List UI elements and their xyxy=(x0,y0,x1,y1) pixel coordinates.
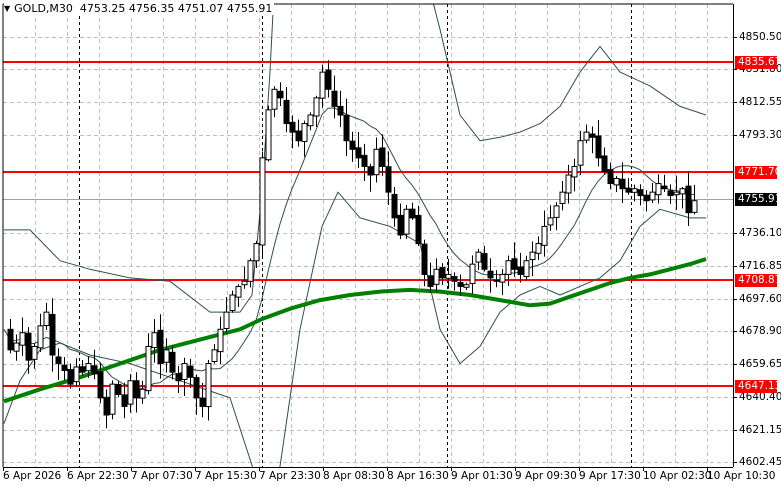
price-tick-label: 4678.90 xyxy=(739,325,781,337)
time-tick-label: 9 Apr 17:30 xyxy=(579,470,641,482)
candlesticks xyxy=(7,60,698,429)
symbol-label: GOLD,M30 xyxy=(14,2,73,15)
level-price-tag: 4771.70 xyxy=(735,166,781,179)
time-tick-label: 10 Apr 10:30 xyxy=(707,470,776,482)
price-tick-label: 4621.15 xyxy=(739,424,781,436)
level-price-tag: 4647.13 xyxy=(735,380,781,393)
price-tick-label: 4736.10 xyxy=(739,227,781,239)
time-tick-label: 7 Apr 15:30 xyxy=(195,470,257,482)
time-tick-label: 6 Apr 2026 xyxy=(3,470,62,482)
current-price-tag: 4755.91 xyxy=(735,193,781,206)
axis-ticks xyxy=(3,37,737,471)
collapse-triangle-icon[interactable]: ▼ xyxy=(4,4,11,13)
time-tick-label: 9 Apr 09:30 xyxy=(515,470,577,482)
time-tick-label: 6 Apr 22:30 xyxy=(67,470,129,482)
session-separators xyxy=(79,4,632,467)
time-tick-label: 9 Apr 01:30 xyxy=(451,470,513,482)
price-tick-label: 4812.55 xyxy=(739,96,781,108)
price-tick-label: 4602.45 xyxy=(739,456,781,468)
time-tick-label: 10 Apr 02:30 xyxy=(643,470,712,482)
time-tick-label: 7 Apr 23:30 xyxy=(259,470,321,482)
price-tick-label: 4697.60 xyxy=(739,293,781,305)
price-tick-label: 4793.30 xyxy=(739,129,781,141)
ohlc-values: 4753.25 4756.35 4751.07 4755.91 xyxy=(79,2,273,15)
price-tick-label: 4850.50 xyxy=(739,31,781,43)
horizontal-levels[interactable] xyxy=(3,61,733,387)
level-price-tag: 4835.67 xyxy=(735,56,781,69)
time-tick-label: 8 Apr 08:30 xyxy=(323,470,385,482)
price-tick-label: 4659.65 xyxy=(739,358,781,370)
chart-title: ▼ GOLD,M30 4753.25 4756.35 4751.07 4755.9… xyxy=(4,2,275,15)
price-tick-label: 4716.85 xyxy=(739,260,781,272)
time-tick-label: 8 Apr 16:30 xyxy=(387,470,449,482)
level-price-tag: 4708.87 xyxy=(735,274,781,287)
time-tick-label: 7 Apr 07:30 xyxy=(131,470,193,482)
price-tick-label: 4640.40 xyxy=(739,391,781,403)
